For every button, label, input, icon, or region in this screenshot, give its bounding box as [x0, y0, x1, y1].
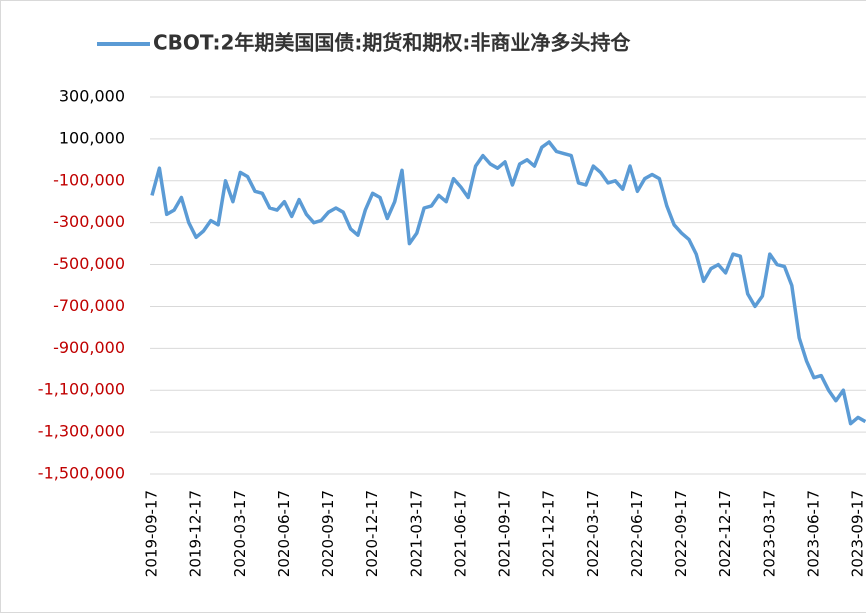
y-tick-label: -500,000: [53, 254, 125, 273]
x-tick-label: 2019-12-17: [187, 490, 205, 577]
x-tick-label: 2020-09-17: [319, 490, 337, 577]
x-tick-label: 2021-03-17: [407, 490, 425, 577]
x-tick-label: 2019-09-17: [143, 490, 161, 577]
x-tick-label: 2023-03-17: [760, 490, 778, 577]
y-tick-label: 300,000: [59, 87, 125, 106]
x-tick-label: 2022-12-17: [716, 490, 734, 577]
y-tick-label: -300,000: [53, 212, 125, 231]
y-tick-label: -1,300,000: [38, 422, 125, 441]
y-tick-label: -900,000: [53, 338, 125, 357]
series-line: [150, 140, 866, 426]
x-tick-label: 2020-03-17: [231, 490, 249, 577]
x-tick-label: 2021-06-17: [451, 490, 469, 577]
x-tick-label: 2020-12-17: [363, 490, 381, 577]
y-tick-label: -700,000: [53, 296, 125, 315]
x-tick-label: 2023-06-17: [804, 490, 822, 577]
legend-label: CBOT:2年期美国国债:期货和期权:非商业净多头持仓: [153, 31, 631, 55]
x-tick-label: 2023-09-17: [849, 490, 866, 577]
x-tick-label: 2020-06-17: [275, 490, 293, 577]
x-tick-label: 2022-09-17: [672, 490, 690, 577]
y-tick-label: -100,000: [53, 170, 125, 189]
y-tick-label: 100,000: [59, 128, 125, 147]
y-tick-label: -1,100,000: [38, 380, 125, 399]
y-tick-label: -1,500,000: [38, 464, 125, 483]
x-tick-label: 2021-12-17: [540, 490, 558, 577]
x-tick-label: 2022-06-17: [628, 490, 646, 577]
x-tick-label: 2022-03-17: [584, 490, 602, 577]
x-tick-label: 2021-09-17: [496, 490, 514, 577]
